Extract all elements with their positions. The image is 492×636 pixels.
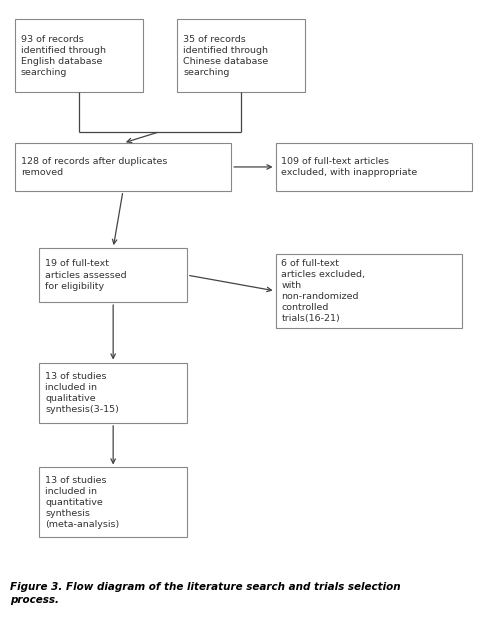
Text: 13 of studies
included in
quantitative
synthesis
(meta-analysis): 13 of studies included in quantitative s… [45,476,120,529]
Text: 19 of full-text
articles assessed
for eligibility: 19 of full-text articles assessed for el… [45,259,127,291]
Text: 109 of full-text articles
excluded, with inappropriate: 109 of full-text articles excluded, with… [281,157,418,177]
FancyBboxPatch shape [276,143,472,191]
FancyBboxPatch shape [39,467,187,537]
FancyBboxPatch shape [15,19,143,92]
Text: 6 of full-text
articles excluded,
with
non-randomized
controlled
trials(16-21): 6 of full-text articles excluded, with n… [281,259,366,323]
FancyBboxPatch shape [15,143,231,191]
FancyBboxPatch shape [177,19,305,92]
Text: Figure 3. Flow diagram of the literature search and trials selection
process.: Figure 3. Flow diagram of the literature… [10,582,400,605]
Text: 35 of records
identified through
Chinese database
searching: 35 of records identified through Chinese… [183,34,268,77]
FancyBboxPatch shape [276,254,462,328]
Text: 128 of records after duplicates
removed: 128 of records after duplicates removed [21,157,167,177]
FancyBboxPatch shape [39,248,187,302]
Text: 93 of records
identified through
English database
searching: 93 of records identified through English… [21,34,106,77]
FancyBboxPatch shape [39,363,187,423]
Text: 13 of studies
included in
qualitative
synthesis(3-15): 13 of studies included in qualitative sy… [45,371,119,414]
